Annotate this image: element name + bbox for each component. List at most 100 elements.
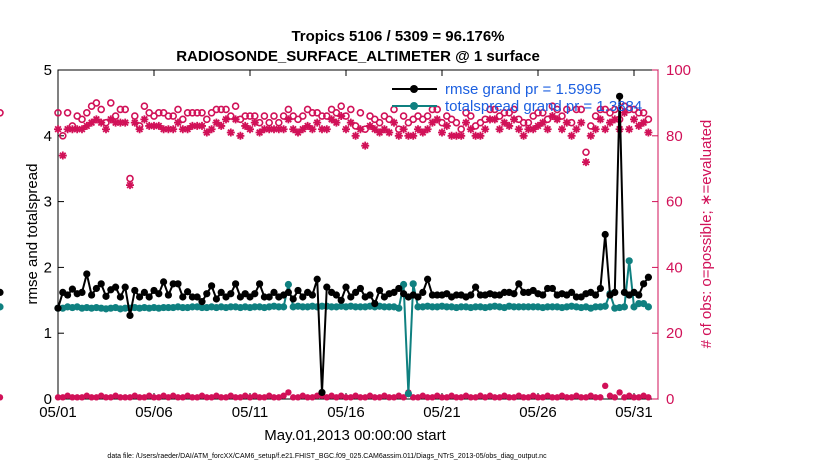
rmse-point: [510, 290, 518, 298]
x-axis-label: May.01,2013 00:00:00 start: [264, 427, 446, 444]
obs-evaluated-point: [644, 128, 653, 137]
obs-evaluated-point: [289, 125, 298, 134]
totalspread-point: [400, 280, 408, 289]
obs-rejected-point: [122, 394, 129, 401]
rmse-point: [548, 284, 557, 293]
rmse-point: [308, 291, 316, 299]
obs-rejected-point: [194, 394, 201, 401]
obs-rejected-point: [165, 394, 172, 401]
obs-evaluated-point: [279, 125, 288, 134]
obs-evaluated-point: [274, 125, 283, 134]
obs-evaluated-point: [476, 131, 485, 140]
rmse-point: [140, 288, 148, 297]
obs-evaluated-point: [428, 118, 437, 127]
obs-rejected-point: [530, 392, 537, 399]
obs-evaluated-point: [562, 118, 571, 127]
series-obs-evaluated: [54, 109, 653, 190]
obs-possible-point: [78, 115, 86, 124]
obs-rejected-point: [510, 394, 518, 401]
obs-rejected-point: [290, 394, 297, 401]
y-tick-label: 2: [44, 259, 52, 276]
obs-rejected-point: [438, 394, 446, 401]
obs-possible-point: [596, 105, 605, 114]
obs-evaluated-point: [481, 125, 490, 134]
obs-possible-point: [591, 112, 600, 120]
obs-rejected-point: [342, 394, 350, 401]
rmse-point: [217, 288, 225, 297]
obs-evaluated-point: [298, 125, 307, 134]
rmse-point: [515, 280, 523, 288]
rmse-point: [68, 285, 76, 293]
obs-rejected-point: [170, 392, 177, 399]
x-tick-label: 05/16: [327, 404, 365, 421]
obs-possible-point: [490, 105, 499, 114]
obs-rejected-point: [246, 394, 254, 401]
obs-evaluated-point: [284, 115, 293, 124]
obs-evaluated-point: [505, 121, 514, 130]
obs-possible-point: [164, 112, 173, 120]
obs-possible-point: [519, 118, 528, 127]
rmse-point: [616, 92, 624, 100]
obs-rejected-point: [640, 392, 647, 399]
obs-evaluated-point: [178, 125, 187, 134]
obs-evaluated-point: [582, 158, 590, 167]
obs-evaluated-point: [260, 125, 269, 134]
rmse-point: [601, 230, 609, 239]
rmse-point: [164, 291, 172, 299]
obs-evaluated-point: [246, 125, 254, 134]
rmse-point: [313, 275, 321, 283]
totalspread-point: [280, 303, 288, 311]
obs-rejected-point: [218, 394, 225, 401]
obs-possible-point: [260, 112, 269, 120]
obs-evaluated-point: [596, 115, 605, 124]
rmse-point: [332, 291, 340, 299]
totalspread-point: [404, 390, 412, 398]
rmse-point: [342, 283, 350, 291]
obs-evaluated-point: [342, 125, 350, 134]
obs-evaluated-point: [193, 121, 202, 130]
totalspread-point: [625, 257, 633, 265]
x-tick-label: 05/21: [423, 404, 461, 421]
obs-possible-point: [0, 108, 4, 117]
obs-rejected-point: [501, 392, 508, 399]
obs-rejected-point: [549, 394, 556, 401]
y-tick-label: 3: [44, 194, 52, 211]
rmse-point: [179, 293, 187, 301]
obs-rejected-point: [534, 394, 542, 401]
chart-title: Tropics 5106 / 5309 = 96.176%: [291, 28, 504, 45]
obs-possible-point: [625, 105, 634, 114]
obs-rejected-point: [78, 394, 86, 401]
rmse-point: [232, 280, 240, 288]
obs-possible-point: [251, 112, 259, 120]
legend-spread-label: totalspread grand pr = 1.3884: [445, 98, 642, 115]
rmse-point: [568, 288, 576, 297]
obs-rejected-point: [424, 394, 431, 401]
totalspread-point: [284, 280, 292, 289]
obs-possible-point: [332, 108, 341, 117]
rmse-point: [289, 295, 297, 303]
obs-rejected-point: [333, 394, 340, 401]
obs-evaluated-point: [217, 121, 226, 130]
rmse-point: [126, 311, 134, 320]
x-tick-label: 05/06: [135, 404, 173, 421]
obs-possible-point: [212, 105, 221, 114]
obs-possible-point: [538, 108, 547, 117]
y-tick-label-right: 60: [666, 194, 683, 211]
obs-rejected-point: [376, 394, 383, 401]
obs-possible-point: [111, 112, 120, 120]
obs-evaluated-point: [78, 125, 86, 134]
obs-evaluated-point: [255, 128, 264, 137]
obs-rejected-point: [208, 394, 215, 401]
obs-possible-point: [553, 105, 562, 114]
obs-possible-point: [169, 112, 177, 120]
obs-rejected-point: [429, 394, 436, 401]
obs-evaluated-point: [414, 125, 422, 134]
obs-evaluated-point: [385, 128, 394, 137]
obs-evaluated-point: [140, 115, 149, 124]
obs-rejected-point: [390, 394, 398, 401]
rmse-point: [212, 295, 220, 303]
obs-rejected-point: [338, 392, 345, 399]
obs-possible-point: [279, 112, 288, 120]
obs-rejected-point: [362, 394, 369, 401]
obs-evaluated-point: [198, 121, 206, 130]
